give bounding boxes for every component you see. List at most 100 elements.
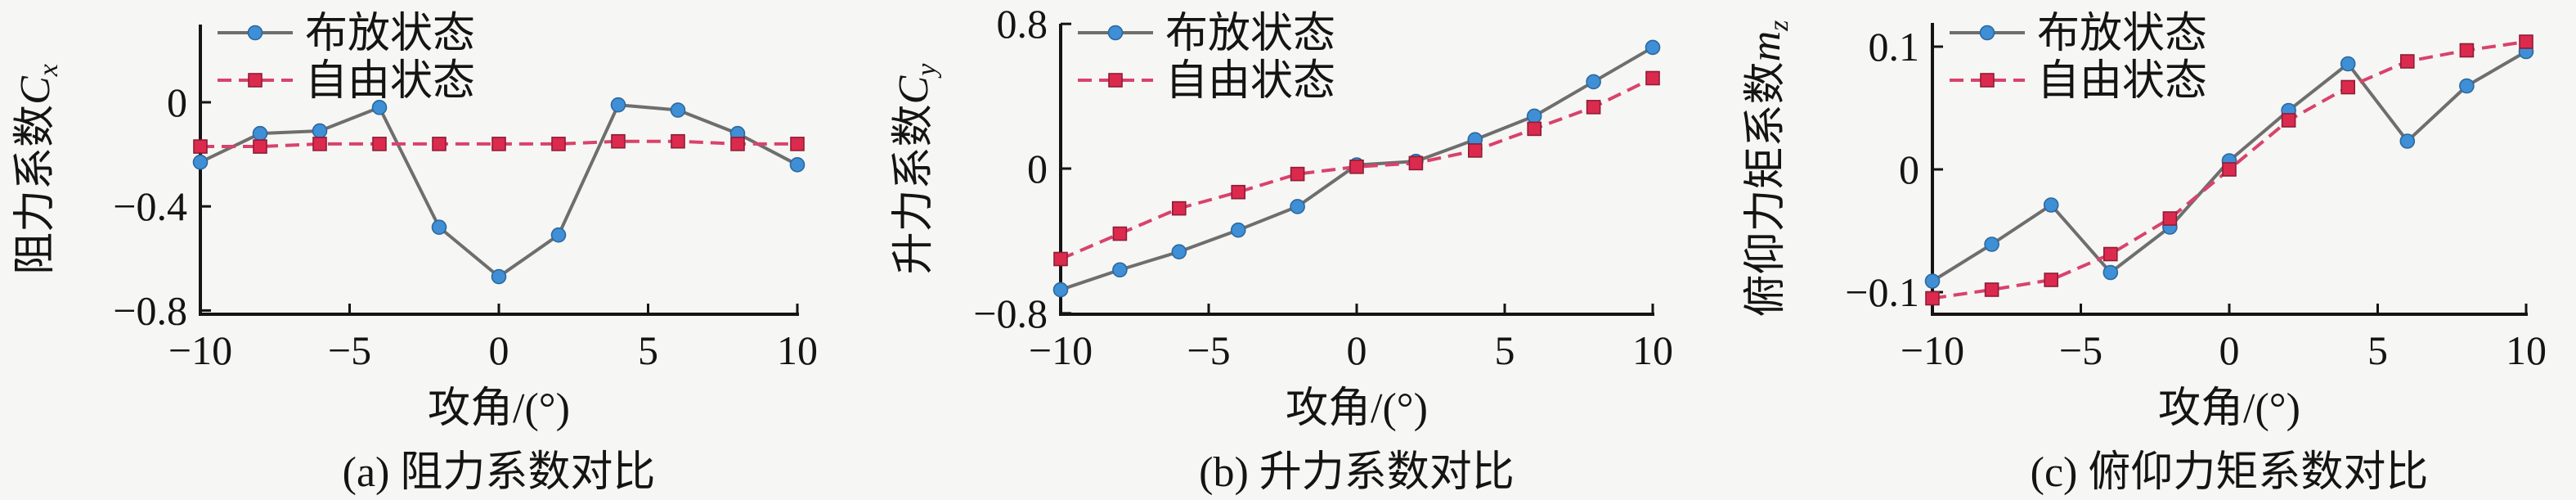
legend-marker-square — [1108, 73, 1123, 88]
y-axis-title: 俯仰力矩系数mz — [1743, 20, 1794, 318]
data-point-square — [1468, 143, 1483, 158]
data-point-circle — [1112, 262, 1128, 278]
panel-caption: (b) 升力系数对比 — [1199, 449, 1515, 496]
data-point-square — [1349, 159, 1364, 174]
data-point-circle — [789, 157, 806, 173]
y-axis-title: 阻力系数Cx — [12, 64, 64, 275]
panel-caption: (c) 俯仰力矩系数对比 — [2031, 449, 2429, 496]
chart-panel-b: −10 −5 0 5 10 0.8 0 −0.8 攻角/(°) 升力系数Cy (b) 升力系数对比 布… — [891, 1, 1673, 496]
data-point-square — [312, 137, 327, 151]
data-point-circle — [1526, 108, 1542, 124]
legend-label-series1: 布放状态 — [2037, 11, 2207, 57]
data-point-square — [1231, 184, 1245, 200]
y-tick-label: 0 — [1027, 146, 1048, 191]
y-tick-label: 0.8 — [997, 1, 1048, 47]
series-line-2 — [1060, 76, 1654, 261]
data-point-circle — [1984, 236, 1999, 252]
x-axis-title: 攻角/(°) — [1286, 385, 1428, 432]
x-tick-label: 0 — [489, 327, 509, 373]
x-tick-label: 10 — [2506, 327, 2547, 373]
y-tick-label: 0 — [1899, 146, 1919, 192]
legend-label-series2: 自由状态 — [2037, 58, 2207, 105]
data-point-square — [2519, 34, 2533, 49]
data-point-square — [2103, 246, 2118, 262]
y-tick-label: −0.4 — [113, 183, 187, 229]
data-point-circle — [1052, 282, 1069, 298]
x-tick-label: −5 — [1187, 327, 1230, 373]
data-point-square — [2222, 162, 2237, 177]
panel-caption: (a) 阻力系数对比 — [343, 449, 656, 496]
legend-marker-circle — [1979, 25, 1995, 41]
data-point-square — [1645, 70, 1660, 86]
data-point-square — [2044, 273, 2058, 287]
legend-label-series1: 布放状态 — [1165, 11, 1335, 57]
data-point-square — [2162, 211, 2178, 226]
data-point-circle — [2043, 197, 2059, 213]
data-point-square — [2340, 79, 2355, 95]
x-axis-title: 攻角/(°) — [428, 385, 570, 432]
y-tick-label: −0.8 — [113, 287, 187, 333]
x-tick-label: 5 — [1495, 327, 1515, 373]
data-point-square — [1053, 251, 1068, 267]
data-point-circle — [1230, 222, 1246, 238]
data-point-square — [1408, 155, 1424, 171]
data-point-circle — [491, 268, 507, 285]
data-point-circle — [1924, 273, 1941, 289]
y-tick-label: 0.1 — [1869, 24, 1920, 70]
chart-panel-a: −10 −5 0 5 10 0 −0.4 −0.8 攻角/(°) 阻力系数Cx (a) 阻力系数对比… — [12, 11, 818, 496]
legend-label-series2: 自由状态 — [1165, 58, 1335, 105]
data-point-square — [1586, 100, 1601, 115]
data-point-square — [2400, 54, 2415, 69]
legend-marker-circle — [247, 25, 263, 41]
data-point-square — [611, 133, 626, 149]
data-point-square — [671, 133, 685, 149]
data-point-square — [551, 137, 566, 151]
data-point-square — [1984, 282, 1999, 297]
data-point-circle — [1290, 199, 1305, 214]
x-tick-label: −5 — [328, 327, 371, 373]
data-point-square — [193, 139, 208, 154]
x-tick-label: 0 — [1347, 327, 1367, 373]
data-point-circle — [2340, 56, 2356, 72]
x-axis-title: 攻角/(°) — [2158, 385, 2300, 432]
data-point-square — [253, 139, 267, 154]
x-tick-label: 5 — [2367, 327, 2388, 373]
data-point-circle — [1586, 74, 1601, 90]
data-point-circle — [550, 227, 567, 243]
legend-label-series1: 布放状态 — [305, 11, 475, 57]
data-point-square — [432, 137, 447, 151]
data-point-circle — [192, 154, 209, 170]
chart-panel-c: −10 −5 0 5 10 0.1 0 −0.1 攻角/(°) 俯仰力矩系数mz (c) 俯仰力矩系… — [1743, 11, 2547, 496]
x-tick-label: 0 — [2219, 327, 2240, 373]
data-point-square — [1290, 166, 1305, 182]
data-point-circle — [431, 219, 447, 235]
y-tick-label: −0.1 — [1845, 269, 1919, 315]
x-tick-label: −10 — [168, 327, 232, 373]
x-tick-label: 10 — [1632, 327, 1673, 373]
data-point-square — [372, 137, 387, 151]
data-point-square — [491, 137, 506, 151]
data-point-square — [2281, 113, 2296, 128]
data-point-circle — [2103, 264, 2119, 281]
data-point-circle — [312, 123, 328, 139]
data-point-circle — [252, 125, 268, 142]
data-point-circle — [610, 97, 626, 113]
legend-marker-square — [1980, 73, 1995, 88]
y-tick-label: 0 — [167, 79, 187, 125]
legend-marker-square — [248, 73, 263, 88]
data-point-square — [1112, 226, 1128, 241]
y-tick-label: −0.8 — [973, 291, 1048, 336]
data-point-circle — [2459, 78, 2475, 94]
legend-label-series2: 自由状态 — [305, 58, 475, 105]
x-tick-label: −5 — [2059, 327, 2103, 373]
x-tick-label: −10 — [1029, 327, 1093, 373]
data-point-circle — [1171, 244, 1187, 259]
x-tick-label: 10 — [777, 327, 818, 373]
x-tick-label: −10 — [1901, 327, 1964, 373]
y-axis-title: 升力系数Cy — [891, 63, 942, 275]
